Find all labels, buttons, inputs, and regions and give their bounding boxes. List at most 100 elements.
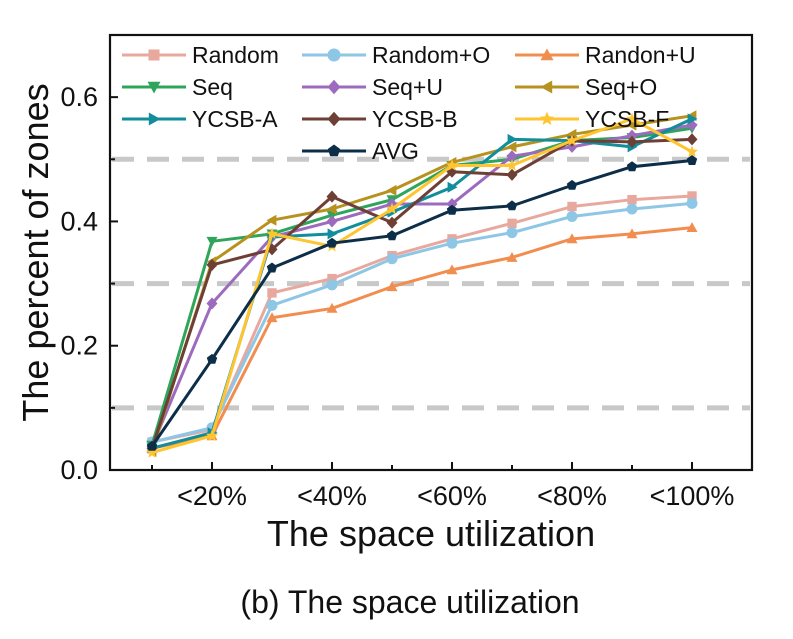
data-point-4-6 (506, 150, 518, 163)
legend: Random Random+O Randon+U Seq Seq+U Seq+O YCSB-… (122, 42, 696, 164)
data-point-8-2 (266, 227, 278, 239)
legend-label-2: Randon+U (585, 42, 696, 68)
series-randon-u (146, 222, 698, 453)
data-point-1-2 (266, 299, 278, 311)
data-point-2-6 (506, 252, 518, 262)
data-point-8-6 (506, 159, 518, 171)
data-point-4-7 (566, 140, 578, 153)
legend-marker-6 (148, 112, 161, 126)
data-point-0-2 (267, 288, 277, 298)
legend-marker-1 (327, 48, 341, 62)
legend-marker-2 (540, 48, 554, 61)
data-point-7-8 (626, 135, 638, 148)
data-point-5-2 (266, 214, 277, 226)
data-point-2-7 (566, 233, 578, 244)
data-point-7-2 (266, 243, 278, 256)
data-point-3-1 (206, 236, 218, 247)
data-point-1-8 (626, 203, 638, 215)
legend-label-5: Seq+O (585, 74, 657, 100)
legend-item-4: Seq+U (302, 74, 443, 100)
y-tick-label-3: 0.6 (60, 82, 98, 112)
legend-label-0: Random (192, 42, 279, 68)
series-line-7 (150, 137, 693, 449)
legend-item-0: Random (122, 42, 279, 68)
data-point-6-6 (507, 133, 518, 145)
legend-label-3: Seq (192, 74, 233, 100)
x-tick-label-0: <20% (177, 481, 247, 511)
data-point-0-8 (627, 195, 637, 205)
legend-marker-9 (327, 144, 341, 157)
data-point-7-3 (326, 190, 338, 203)
data-point-8-0 (146, 446, 158, 458)
legend-label-7: YCSB-B (372, 106, 458, 132)
legend-item-1: Random+O (302, 42, 490, 68)
data-point-8-5 (446, 159, 458, 171)
data-point-8-4 (386, 202, 398, 215)
data-point-5-4 (386, 184, 397, 196)
data-point-0-6 (507, 218, 517, 228)
data-point-7-4 (386, 216, 398, 229)
data-point-6-5 (447, 181, 458, 193)
legend-marker-3 (147, 81, 161, 94)
data-point-4-5 (446, 198, 458, 211)
data-point-8-7 (566, 134, 578, 146)
data-point-9-1 (206, 353, 218, 364)
data-point-7-6 (506, 168, 518, 181)
data-point-1-9 (686, 197, 698, 209)
legend-item-7: YCSB-B (302, 106, 458, 132)
data-point-9-2 (266, 262, 278, 273)
data-point-7-1 (206, 258, 218, 271)
x-tick-label-3: <80% (537, 481, 607, 511)
data-point-2-5 (446, 264, 458, 275)
y-tick-label-1: 0.2 (60, 331, 98, 361)
data-point-5-3 (326, 203, 337, 215)
data-point-6-3 (327, 228, 338, 240)
data-point-0-7 (567, 201, 577, 212)
data-point-4-8 (626, 129, 638, 142)
series-ycsb-f (146, 112, 698, 458)
data-point-9-6 (506, 200, 518, 211)
data-point-1-7 (566, 210, 578, 222)
series-line-8 (151, 117, 693, 455)
data-point-5-6 (506, 141, 517, 153)
data-point-1-5 (446, 237, 458, 249)
data-point-2-8 (626, 228, 638, 239)
legend-label-9: AVG (372, 138, 419, 164)
data-point-1-3 (326, 279, 338, 291)
legend-marker-4 (327, 79, 341, 95)
data-point-9-3 (326, 237, 338, 248)
legend-marker-7 (327, 111, 341, 127)
figure-caption: (b) The space utilization (240, 584, 579, 620)
y-tick-label-2: 0.4 (60, 206, 98, 236)
data-point-7-9 (686, 133, 698, 146)
data-point-8-9 (686, 145, 698, 157)
series-line-1 (151, 201, 693, 444)
legend-label-8: YCSB-F (585, 106, 669, 132)
series-line-3 (150, 126, 693, 446)
axes: 0.0 0.2 0.4 0.6 <20% <40% <60% <80% <100% (60, 82, 734, 511)
data-point-9-4 (386, 230, 398, 241)
legend-item-2: Randon+U (515, 42, 696, 68)
legend-item-5: Seq+O (515, 74, 657, 100)
y-axis-title: The percent of zones (15, 83, 56, 421)
x-tick-label-4: <100% (650, 481, 735, 511)
data-point-9-0 (146, 440, 158, 451)
legend-label-4: Seq+U (372, 74, 443, 100)
series-avg (146, 155, 698, 451)
data-point-0-9 (687, 191, 697, 201)
legend-marker-5 (540, 80, 553, 94)
data-point-0-3 (327, 273, 337, 284)
series-lines (146, 110, 698, 458)
data-point-9-9 (686, 155, 698, 165)
legend-label-1: Random+O (372, 42, 490, 68)
legend-marker-0 (148, 49, 160, 61)
data-point-8-8 (626, 112, 638, 124)
x-tick-label-1: <40% (297, 481, 367, 511)
legend-item-3: Seq (122, 74, 233, 100)
legend-item-6: YCSB-A (122, 106, 278, 132)
data-point-4-1 (206, 297, 218, 310)
data-point-1-4 (386, 253, 398, 265)
legend-item-8: YCSB-F (515, 106, 669, 132)
data-point-6-9 (687, 113, 698, 125)
